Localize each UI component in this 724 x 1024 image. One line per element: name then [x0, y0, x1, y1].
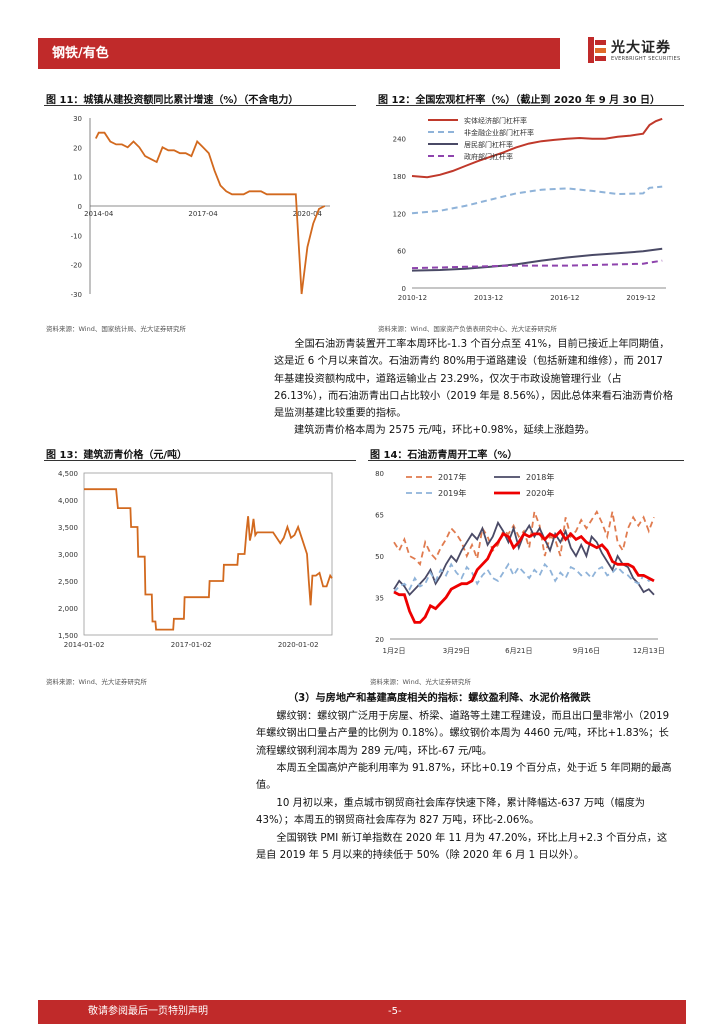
section-3-blast-furnace-paragraph: 本周五全国高炉产能利用率为 91.87%，环比+0.19 个百分点，处于近 5 … [256, 763, 672, 792]
series-line-0 [94, 131, 326, 295]
figure-13-rule [44, 460, 356, 461]
page-number: -5- [388, 1006, 402, 1017]
everbright-logo-icon [588, 37, 606, 63]
y-tick-label-3: 3,000 [58, 551, 78, 559]
section-title: 钢铁/有色 [52, 46, 109, 61]
y-tick-label-4: 240 [393, 136, 406, 144]
figure-12-chart: 0 60 120 180 240 2010-12 2013-12 2016-12 2019-12… [393, 116, 666, 302]
y-tick-label-2: 120 [393, 210, 406, 218]
footer-disclaimer: 敬请参阅最后一页特别声明 [88, 1006, 208, 1017]
x-tick-label-3: 2019-12 [626, 294, 655, 302]
x-tick-label-2: 2020-01-02 [278, 641, 319, 649]
y-tick-label-2: 50 [375, 553, 384, 561]
footer-bar: 敬请参阅最后一页特别声明 -5- [38, 1000, 686, 1024]
y-tick-label-1: 20 [73, 144, 82, 152]
x-tick-label-0: 2010-12 [398, 294, 427, 302]
legend-label-2: 2019年 [438, 488, 466, 498]
series-line-0 [393, 509, 655, 567]
figure-12-title: 图 12：全国宏观杠杆率（%）（截止到 2020 年 9 月 30 日） [378, 95, 661, 106]
figure-13-chart: 4,500 4,000 3,500 3,000 2,500 2,000 1,5002014-… [58, 470, 333, 649]
x-tick-label-1: 2017-01-02 [171, 641, 212, 649]
figure-11-title: 图 11：城镇从建投资额同比累计增速（%）（不含电力） [46, 95, 299, 106]
figure-11-source: 资料来源：Wind、国家统计局、光大证券研究所 [46, 325, 186, 333]
x-tick-label-4: 12月13日 [633, 647, 665, 655]
paragraph-asphalt-operating-rate: 全国石油沥青装置开工率本周环比-1.3 个百分点至 41%，目前已接近上年同期值… [274, 339, 674, 420]
figure-14-rule [368, 460, 684, 461]
legend-label-3: 政府部门杠杆率 [464, 152, 513, 161]
y-tick-label-3: 180 [393, 173, 406, 181]
y-tick-label-3: 35 [375, 595, 384, 603]
y-tick-label-0: 30 [73, 115, 82, 123]
figure-14-chart: 80 65 50 35 20 1月2日 3月29日 6月21日 9月16日 12月13日 2017年… [375, 470, 665, 655]
y-tick-label-4: -10 [71, 232, 82, 240]
y-tick-label-6: 1,500 [58, 632, 78, 640]
figure-13-source: 资料来源：Wind、光大证券研究所 [46, 678, 147, 686]
figure-14-source: 资料来源：Wind、光大证券研究所 [370, 678, 471, 686]
x-tick-label-1: 3月29日 [443, 647, 470, 655]
series-line-3 [393, 528, 655, 624]
figure-11-rule [44, 105, 356, 106]
series-line-0 [411, 117, 663, 179]
legend-label-1: 非金融企业部门杠杆率 [464, 128, 534, 137]
legend-label-2: 居民部门杠杆率 [464, 140, 513, 149]
y-tick-label-5: -20 [71, 262, 82, 270]
y-tick-label-4: 20 [375, 636, 384, 644]
y-tick-label-0: 80 [375, 470, 384, 478]
y-tick-label-6: -30 [71, 291, 82, 299]
y-tick-label-0: 4,500 [58, 470, 78, 478]
logo-text-cn: 光大证券 [611, 40, 671, 56]
y-tick-label-4: 2,500 [58, 578, 78, 586]
body-paragraph-1: 全国石油沥青装置开工率本周环比-1.3 个百分点至 41%，目前已接近上年同期值… [274, 336, 676, 422]
legend-label-3: 2020年 [526, 488, 554, 498]
body-paragraph-2: 建筑沥青价格本周为 2575 元/吨，环比+0.98%，延续上涨趋势。 [294, 422, 676, 439]
logo-text-en: EVERBRIGHT SECURITIES [611, 56, 681, 62]
x-tick-label-0: 1月2日 [383, 647, 406, 655]
x-tick-label-2: 2020-04 [293, 210, 323, 218]
y-tick-label-1: 4,000 [58, 497, 78, 505]
section-3-pmi-paragraph: 全国钢铁 PMI 新订单指数在 2020 年 11 月为 47.20%，环比上月… [256, 833, 668, 862]
figure-12-rule [376, 105, 684, 106]
series-line-2 [411, 247, 663, 272]
figure-13-title: 图 13：建筑沥青价格（元/吨） [46, 450, 188, 461]
y-tick-label-3: 0 [78, 203, 82, 211]
series-line-3 [411, 259, 663, 270]
section-3-heading: （3）与房地产和基建高度相关的指标：螺纹盈利降、水泥价格微跌 [288, 693, 591, 704]
x-tick-label-0: 2014-04 [84, 210, 114, 218]
figure-14-title: 图 14：石油沥青周开工率（%） [370, 450, 518, 461]
figure-11-chart: 30 20 10 0 -10 -20 -30 2014-04 2017-04 2020-04 [71, 115, 330, 299]
x-tick-label-0: 2014-01-02 [64, 641, 105, 649]
legend-label-0: 2017年 [438, 472, 466, 482]
y-tick-label-2: 3,500 [58, 524, 78, 532]
legend-label-0: 实体经济部门杠杆率 [464, 116, 527, 125]
x-tick-label-2: 6月21日 [505, 647, 532, 655]
legend-label-1: 2018年 [526, 472, 554, 482]
series-line-0 [84, 488, 333, 631]
series-line-2 [393, 562, 655, 593]
section-3-rebar-paragraph: 螺纹钢：螺纹钢广泛用于房屋、桥梁、道路等土建工程建设，而且出口量非常小（2019… [256, 711, 670, 757]
series-line-1 [411, 185, 663, 215]
x-tick-label-1: 2017-04 [188, 210, 218, 218]
x-tick-label-3: 9月16日 [573, 647, 600, 655]
x-tick-label-1: 2013-12 [474, 294, 503, 302]
section-3-inventory-paragraph: 10 月初以来，重点城市钢贸商社会库存快速下降，累计降幅达-637 万吨（幅度为… [256, 798, 645, 827]
plot-frame [83, 472, 333, 636]
y-tick-label-0: 0 [402, 285, 406, 293]
y-tick-label-2: 10 [73, 174, 82, 182]
x-tick-label-2: 2016-12 [550, 294, 579, 302]
figure-12-source: 资料来源：Wind、国家资产负债表研究中心、光大证券研究所 [378, 325, 557, 333]
header-section-bar: 钢铁/有色 [38, 38, 560, 69]
paragraph-asphalt-price: 建筑沥青价格本周为 2575 元/吨，环比+0.98%，延续上涨趋势。 [294, 425, 595, 436]
y-tick-label-1: 65 [375, 512, 384, 520]
y-tick-label-5: 2,000 [58, 605, 78, 613]
y-tick-label-1: 60 [397, 248, 406, 256]
